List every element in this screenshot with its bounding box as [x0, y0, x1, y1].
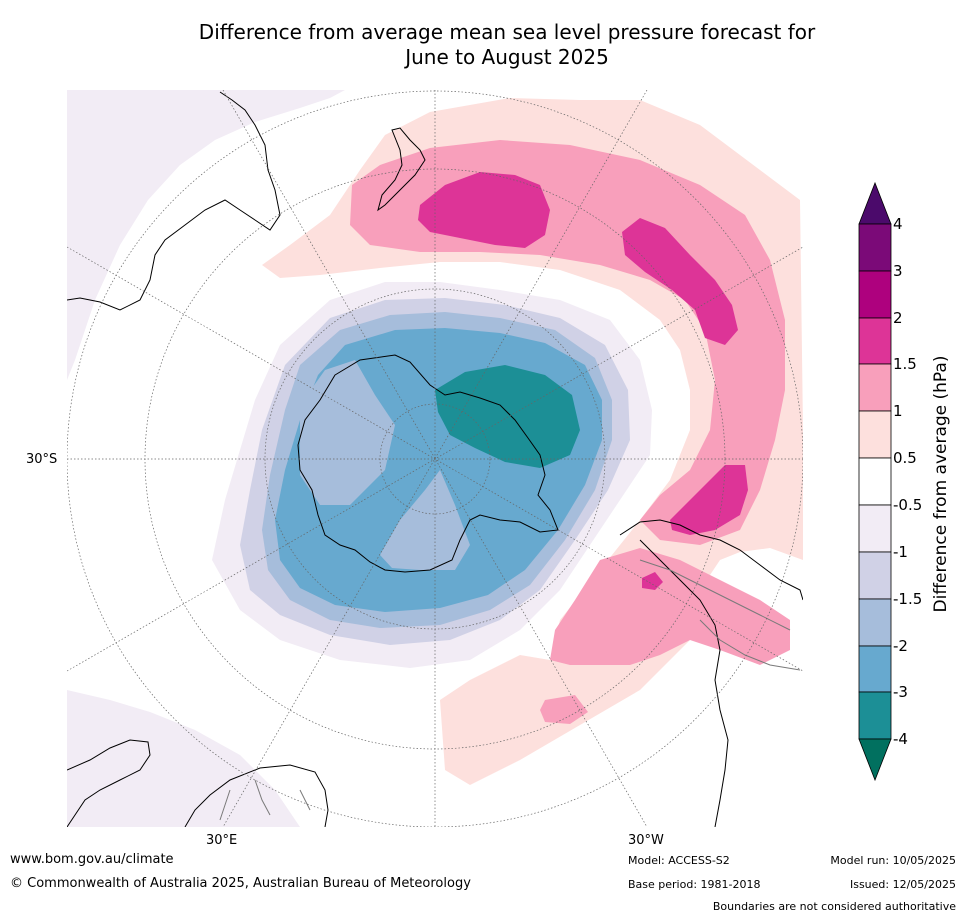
- colorbar-segment-neutral: [858, 457, 892, 506]
- colorbar-tick-neg-2: -2: [893, 637, 908, 655]
- colorbar-segment-1-1.5: [858, 363, 892, 412]
- title-line-1: Difference from average mean sea level p…: [198, 20, 816, 44]
- forecast-map: [67, 90, 803, 827]
- anomaly-region-positive-1-small: [540, 695, 588, 724]
- anomaly-core-positive-1.5-small: [642, 572, 663, 590]
- anomaly-core-positive-1.5-east: [622, 218, 738, 345]
- colorbar-tick-2: 2: [893, 309, 903, 327]
- colorbar-segment-neg-1: [858, 551, 892, 600]
- new-zealand-coastline: [377, 127, 426, 212]
- colorbar-tick-4: 4: [893, 215, 903, 233]
- anomaly-core-positive-1.5-north: [418, 172, 550, 248]
- anomaly-patch-interior-light: [300, 360, 395, 505]
- colorbar-segment-neg-3: [858, 691, 892, 740]
- colorbar-tick-neg-0.5: -0.5: [893, 496, 923, 514]
- colorbar-tick-3: 3: [893, 262, 903, 280]
- lon-label-30w: 30°W: [628, 833, 664, 848]
- south-america-coastline: [619, 519, 803, 827]
- footer-disclaimer: Boundaries are not considered authoritat…: [712, 900, 956, 913]
- anomaly-region-africa-light-negative: [67, 690, 300, 827]
- footer-issued: Issued: 12/05/2025: [849, 878, 956, 891]
- colorbar-segment-0.5-1: [858, 410, 892, 459]
- title-line-2: June to August 2025: [405, 45, 609, 69]
- antarctica-coastline: [297, 354, 559, 573]
- colorbar-segment-neg-0.5: [858, 504, 892, 553]
- anomaly-region-australia-light-negative: [67, 90, 345, 380]
- colorbar-label-text: Difference from average (hPa): [931, 355, 951, 613]
- footer-model-run: Model run: 10/05/2025: [830, 854, 956, 867]
- footer-website: www.bom.gov.au/climate: [10, 852, 174, 867]
- anomaly-region-positive-1-south-america: [550, 548, 790, 665]
- colorbar-tick-1: 1: [893, 402, 903, 420]
- colorbar-segment-below-4: [858, 738, 892, 782]
- colorbar-tick-neg-1: -1: [893, 543, 908, 561]
- graticule: [67, 90, 803, 827]
- colorbar-tick-0.5: 0.5: [893, 449, 917, 467]
- colorbar-segment-3-4: [858, 223, 892, 272]
- anomaly-core-positive-1.5-south: [670, 465, 748, 535]
- footer-model: Model: ACCESS-S2: [628, 854, 730, 867]
- colorbar-segment-neg-2: [858, 645, 892, 693]
- colorbar: [858, 181, 892, 782]
- south-america-borders: [639, 559, 801, 671]
- colorbar-tick-neg-1.5: -1.5: [893, 590, 923, 608]
- colorbar-tick-neg-4: -4: [893, 730, 908, 748]
- colorbar-segment-2-3: [858, 270, 892, 319]
- colorbar-segment-neg-1.5: [858, 598, 892, 647]
- anomaly-patch-interior-light-2: [380, 470, 470, 570]
- lat-label-30s: 30°S: [26, 452, 58, 467]
- lon-label-30e: 30°E: [206, 833, 238, 848]
- anomaly-core-negative-3: [435, 365, 580, 468]
- africa-borders: [219, 779, 311, 821]
- colorbar-tick-1.5: 1.5: [893, 355, 917, 373]
- colorbar-tick-neg-3: -3: [893, 683, 908, 701]
- colorbar-segment-1.5-2: [858, 317, 892, 365]
- africa-coastline: [67, 739, 329, 827]
- colorbar-segment-above-4: [858, 181, 892, 225]
- map-canvas: [67, 90, 803, 827]
- footer-base-period: Base period: 1981-2018: [628, 878, 761, 891]
- footer-copyright: © Commonwealth of Australia 2025, Austra…: [10, 876, 471, 891]
- chart-title: Difference from average mean sea level p…: [0, 20, 965, 70]
